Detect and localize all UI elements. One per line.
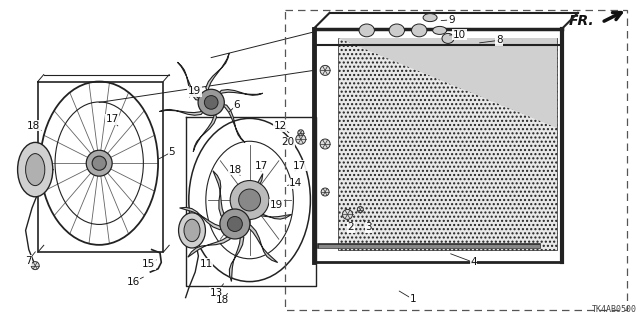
Text: 12: 12 <box>274 121 287 132</box>
Text: 18: 18 <box>216 295 229 305</box>
Circle shape <box>86 150 112 176</box>
Circle shape <box>296 134 306 144</box>
Ellipse shape <box>389 24 404 37</box>
Text: 19: 19 <box>188 86 201 96</box>
Circle shape <box>198 89 225 116</box>
Circle shape <box>298 130 304 136</box>
Polygon shape <box>217 90 263 95</box>
Circle shape <box>357 207 364 212</box>
Polygon shape <box>188 232 232 257</box>
Text: 4: 4 <box>470 257 477 268</box>
Text: 17: 17 <box>255 161 268 171</box>
Polygon shape <box>241 212 292 219</box>
Text: 2: 2 <box>348 222 354 232</box>
Text: 19: 19 <box>270 200 283 210</box>
Circle shape <box>31 261 39 269</box>
Polygon shape <box>193 111 216 152</box>
Text: 5: 5 <box>168 147 175 157</box>
Circle shape <box>92 156 106 170</box>
Polygon shape <box>229 231 244 282</box>
Polygon shape <box>221 104 245 143</box>
Circle shape <box>342 209 353 220</box>
Text: 20: 20 <box>282 137 294 148</box>
Text: 13: 13 <box>210 288 223 298</box>
Text: 9: 9 <box>448 15 454 25</box>
Text: 18: 18 <box>28 121 40 131</box>
Text: 11: 11 <box>200 259 212 269</box>
Text: 14: 14 <box>289 178 302 188</box>
Ellipse shape <box>18 142 53 197</box>
Circle shape <box>204 96 218 109</box>
Ellipse shape <box>26 154 45 186</box>
Text: 8: 8 <box>496 35 502 45</box>
Text: 10: 10 <box>453 29 466 40</box>
Polygon shape <box>180 207 227 230</box>
Text: TK4AB0500: TK4AB0500 <box>592 305 637 314</box>
Polygon shape <box>338 38 557 128</box>
Bar <box>285 10 627 310</box>
Text: 1: 1 <box>410 294 416 304</box>
Polygon shape <box>206 53 229 93</box>
Text: 16: 16 <box>127 277 140 287</box>
Polygon shape <box>338 38 557 250</box>
Polygon shape <box>243 225 278 262</box>
Text: 6: 6 <box>234 100 240 110</box>
Text: 3: 3 <box>365 222 372 232</box>
Ellipse shape <box>433 27 447 35</box>
Polygon shape <box>159 109 205 115</box>
Ellipse shape <box>184 219 200 242</box>
Text: 17: 17 <box>106 114 118 124</box>
Polygon shape <box>232 174 263 216</box>
Text: 7: 7 <box>25 256 31 266</box>
Circle shape <box>320 139 330 149</box>
Text: 15: 15 <box>142 259 155 269</box>
Circle shape <box>220 209 250 239</box>
Ellipse shape <box>423 14 437 22</box>
Circle shape <box>227 217 243 231</box>
Polygon shape <box>177 62 202 101</box>
Ellipse shape <box>179 213 205 248</box>
Ellipse shape <box>359 24 374 37</box>
Ellipse shape <box>442 33 454 44</box>
Circle shape <box>230 180 269 220</box>
Text: 18: 18 <box>229 164 242 175</box>
Ellipse shape <box>412 24 427 37</box>
Text: 17: 17 <box>293 161 306 171</box>
Polygon shape <box>213 171 228 220</box>
Circle shape <box>239 189 260 211</box>
Circle shape <box>320 65 330 76</box>
Text: FR.: FR. <box>568 14 594 28</box>
Circle shape <box>321 188 329 196</box>
